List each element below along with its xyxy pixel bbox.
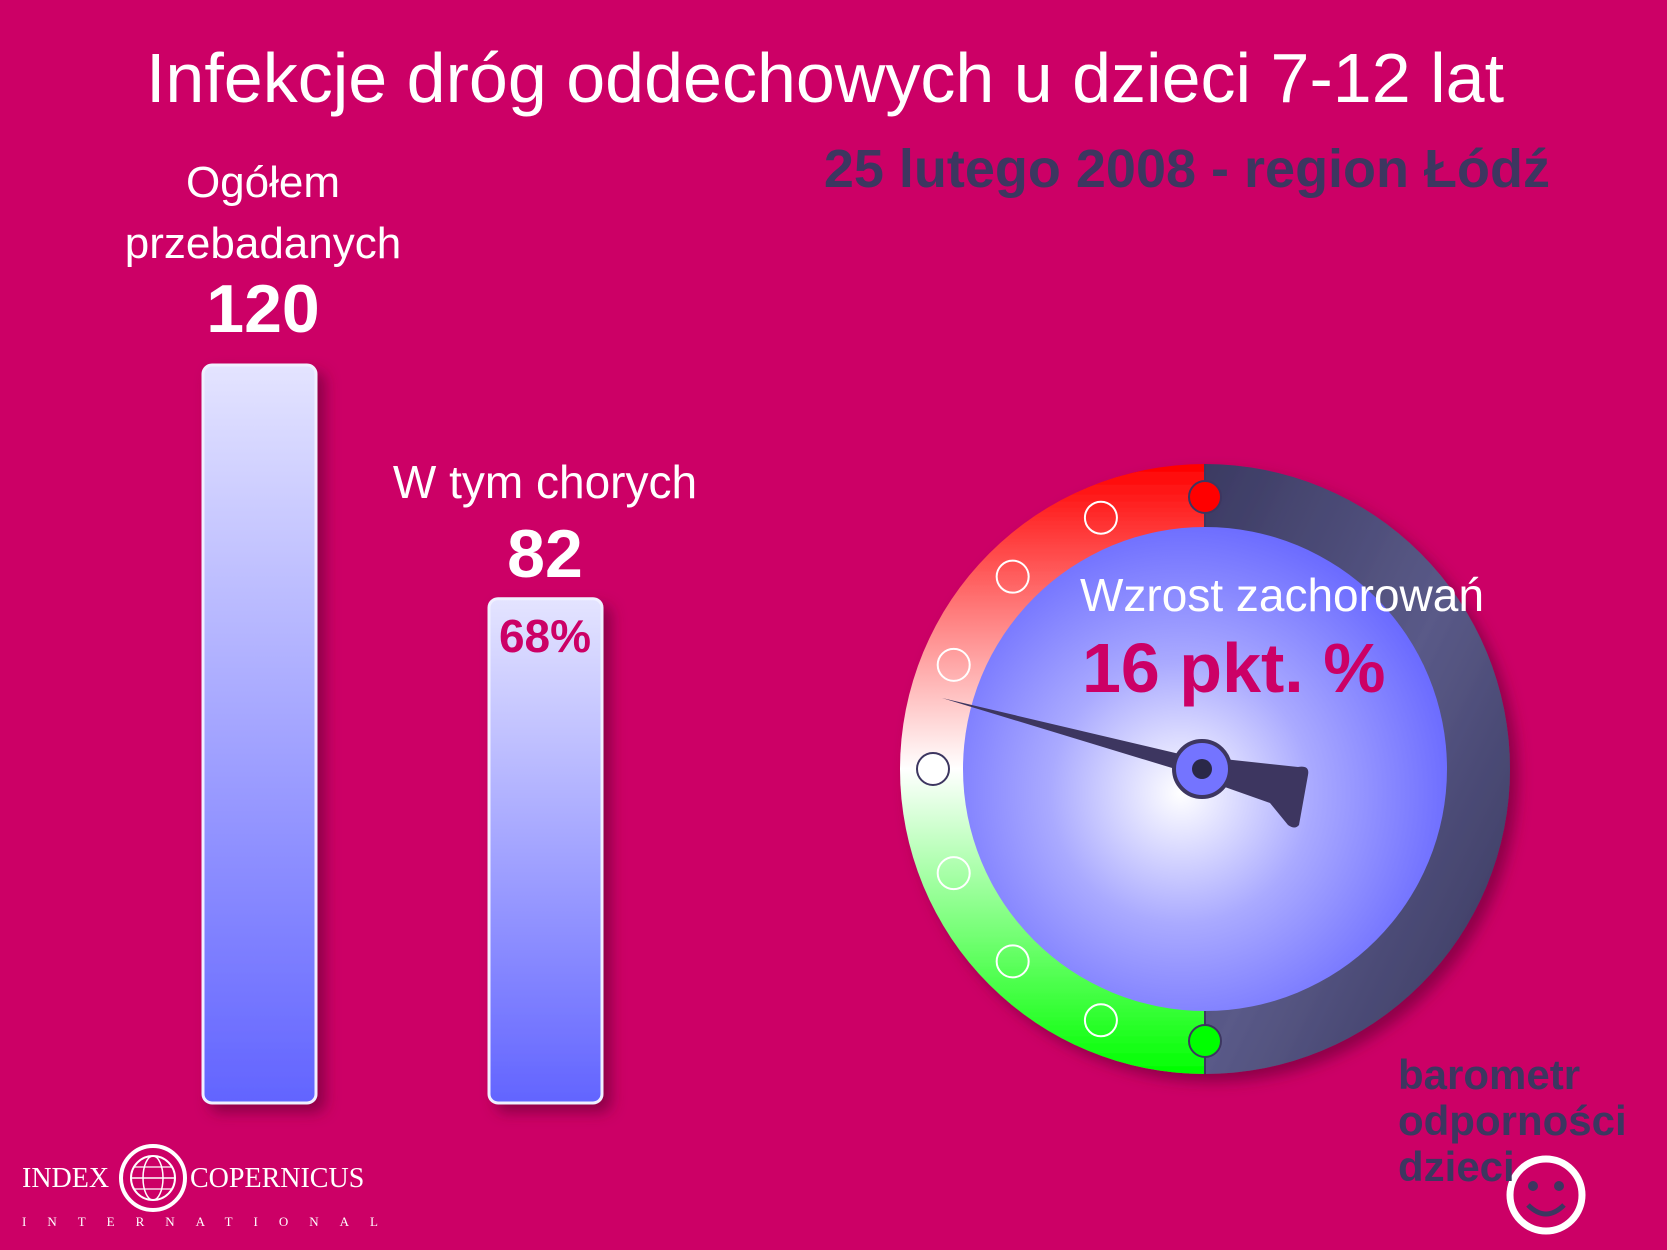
gauge-dot xyxy=(995,944,1030,979)
index-copernicus-right: COPERNICUS xyxy=(190,1163,365,1194)
bar-sick xyxy=(487,597,604,1105)
gauge-value: 16 pkt. % xyxy=(1082,629,1386,707)
bar-chart xyxy=(201,363,604,1105)
bar-total-label-line2: przebadanych xyxy=(124,219,402,268)
logo-line1: barometr xyxy=(1398,1051,1581,1098)
gauge-dot xyxy=(936,647,971,682)
bar-sick-percent: 68% xyxy=(498,610,592,662)
gauge-label: Wzrost zachorowań xyxy=(1080,569,1484,621)
page-subtitle: 25 lutego 2008 - region Łódź xyxy=(823,139,1550,199)
bar-total-label: Ogółem przebadanych xyxy=(88,152,438,274)
gauge-dot xyxy=(1188,480,1222,514)
bar-total-value: 120 xyxy=(206,271,320,347)
barometr-logo: barometr odporności dzieci xyxy=(1398,1052,1627,1190)
bar-total xyxy=(201,363,318,1105)
globe-icon xyxy=(119,1144,187,1212)
bar-sick-label: W tym chorych xyxy=(392,456,698,508)
bar-sick-value: 82 xyxy=(507,516,583,592)
gauge-dot xyxy=(936,856,971,891)
index-copernicus-bottom: INTERNATIONAL xyxy=(22,1214,399,1229)
gauge-dot xyxy=(1083,500,1118,535)
bar-total-label-line1: Ogółem xyxy=(185,158,341,207)
index-copernicus-left: INDEX xyxy=(22,1163,110,1194)
logo-line2: odporności xyxy=(1398,1097,1627,1144)
smiley-icon xyxy=(1506,1155,1586,1235)
gauge-dot xyxy=(916,752,950,786)
gauge-dots xyxy=(916,480,1222,1058)
page-title: Infekcje dróg oddechowych u dzieci 7-12 … xyxy=(145,39,1505,117)
gauge-needle xyxy=(942,698,1205,778)
gauge-dot xyxy=(1083,1003,1118,1038)
gauge-hub-center xyxy=(1192,759,1212,779)
logo-line3: dzieci xyxy=(1398,1143,1515,1190)
gauge-dot xyxy=(1188,1024,1222,1058)
gauge-dot xyxy=(995,559,1030,594)
